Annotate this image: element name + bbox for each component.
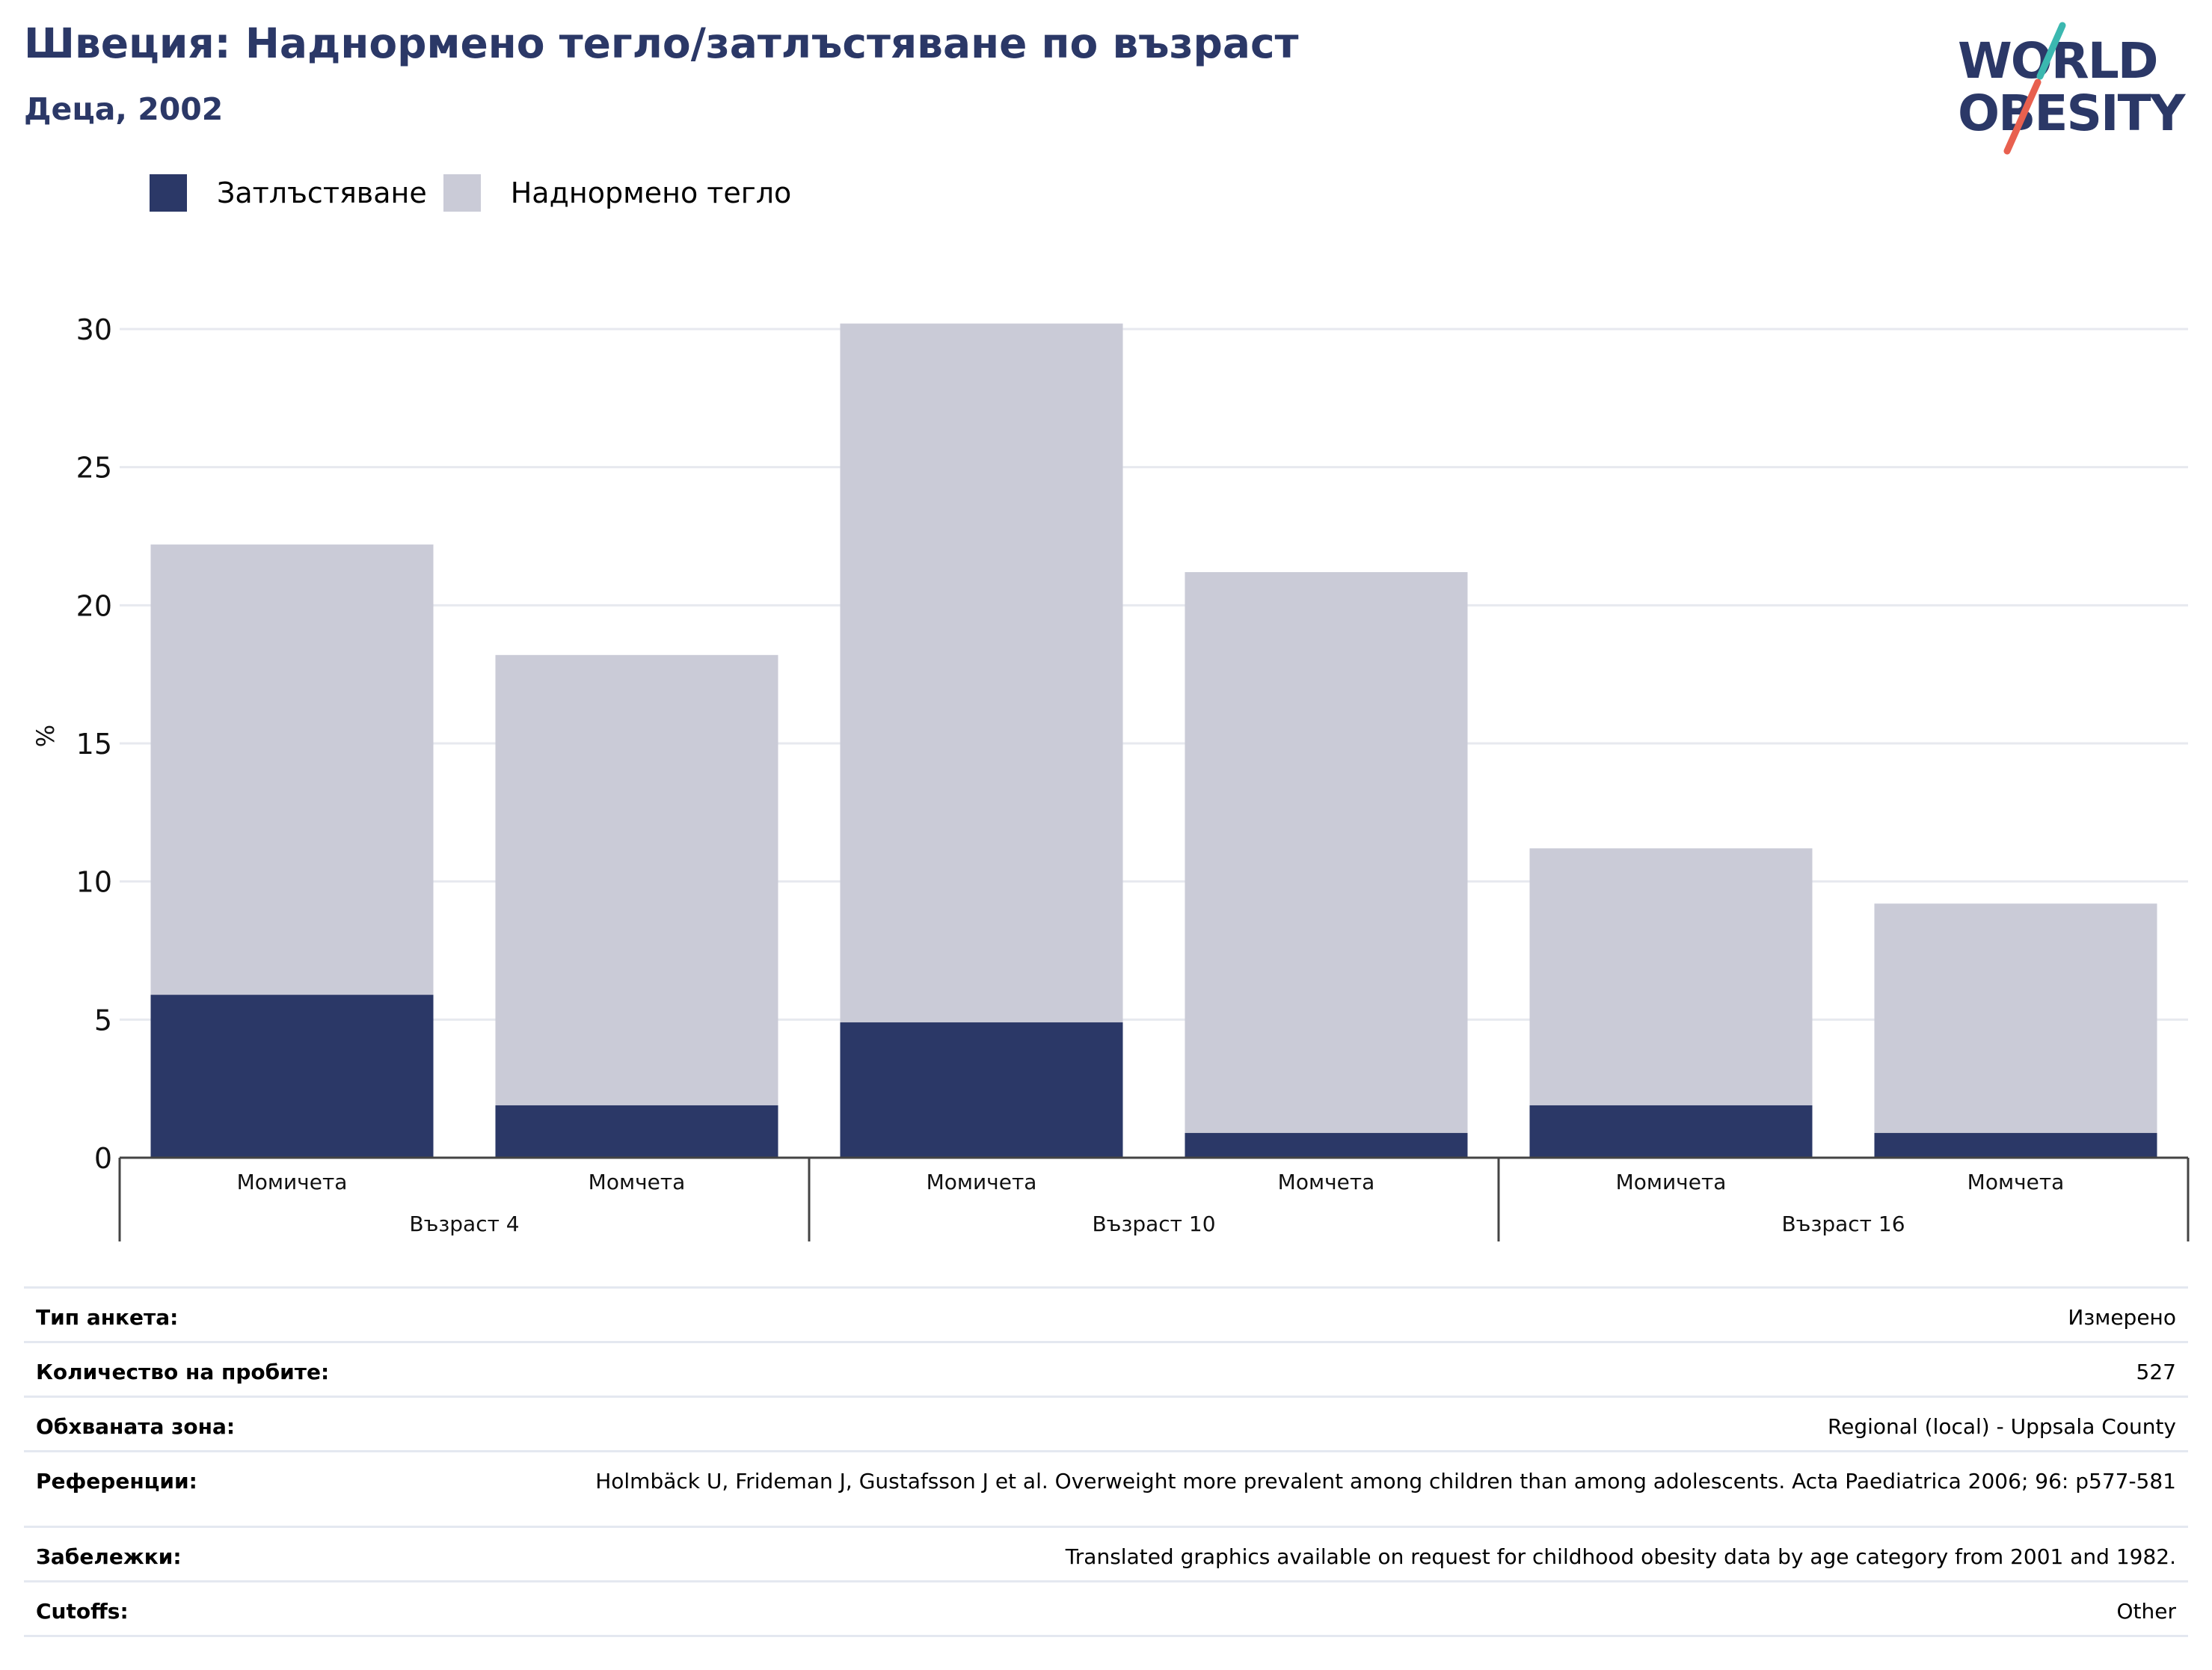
x-group-label: Възраст 4 — [409, 1212, 519, 1236]
info-key: Референции: — [24, 1450, 497, 1527]
bar-obesity — [840, 1022, 1123, 1158]
info-key: Тип анкета: — [24, 1286, 497, 1342]
bar-obesity — [1529, 1105, 1813, 1158]
info-key: Количество на пробите: — [24, 1341, 497, 1397]
y-tick-label: 15 — [76, 728, 112, 761]
info-value: Holmbäck U, Frideman J, Gustafsson J et … — [497, 1450, 2188, 1527]
world-obesity-logo: WORLD OBESITY — [1958, 22, 2188, 155]
x-category-label: Момичета — [927, 1170, 1037, 1194]
y-tick-label: 5 — [94, 1004, 112, 1037]
legend-swatch-overweight — [443, 174, 481, 212]
y-tick-label: 30 — [76, 313, 112, 346]
bar-obesity — [495, 1105, 778, 1158]
y-tick-label: 20 — [76, 589, 112, 622]
survey-info-table: Тип анкета: Измерено Количество на проби… — [24, 1286, 2188, 1637]
info-row: Обхваната зона: Regional (local) - Uppsa… — [24, 1396, 2188, 1452]
bar-overweight — [1185, 572, 1468, 1133]
legend-label-overweight: Наднормено тегло — [510, 176, 792, 209]
stacked-bar-chart: 0 5 10 15 20 25 30% Момичета Момчета Момичета Момч… — [31, 313, 2190, 1241]
info-value: Измерено — [497, 1286, 2188, 1342]
info-value: 527 — [497, 1341, 2188, 1397]
chart-legend: Затлъстяване Наднормено тегло — [150, 171, 808, 215]
info-value: Regional (local) - Uppsala County — [497, 1396, 2188, 1452]
x-group-label: Възраст 10 — [1092, 1212, 1215, 1236]
bar-overweight — [495, 654, 778, 1105]
bar-overweight — [840, 323, 1123, 1023]
info-value: Other — [497, 1580, 2188, 1637]
bar-obesity — [150, 995, 434, 1158]
x-group-label: Възраст 16 — [1781, 1212, 1905, 1236]
logo-slash-bottom — [2003, 79, 2042, 155]
bar-overweight — [150, 544, 434, 995]
logo-slash-top — [2036, 22, 2066, 80]
x-category-label: Момичета — [237, 1170, 348, 1194]
info-row: Cutoffs: Other — [24, 1580, 2188, 1637]
legend-item-obesity[interactable]: Затлъстяване — [150, 174, 427, 212]
info-row: Тип анкета: Измерено — [24, 1286, 2188, 1342]
bar-overweight — [1874, 903, 2157, 1133]
info-key: Обхваната зона: — [24, 1396, 497, 1452]
y-axis-label: % — [31, 725, 60, 747]
y-tick-label: 10 — [76, 866, 112, 899]
y-tick-label: 0 — [94, 1142, 112, 1175]
bar-overweight — [1529, 848, 1813, 1105]
x-category-label: Момчета — [1967, 1170, 2065, 1194]
info-key: Cutoffs: — [24, 1580, 497, 1637]
legend-label-obesity: Затлъстяване — [217, 176, 427, 209]
info-row: Количество на пробите: 527 — [24, 1341, 2188, 1397]
bar-obesity — [1185, 1132, 1468, 1158]
x-category-label: Момчета — [1278, 1170, 1375, 1194]
x-category-label: Момичета — [1616, 1170, 1727, 1194]
bar-obesity — [1874, 1132, 2157, 1158]
info-value: Translated graphics available on request… — [497, 1526, 2188, 1582]
x-category-label: Момчета — [589, 1170, 686, 1194]
info-key: Забележки: — [24, 1526, 497, 1582]
info-row: Референции: Holmbäck U, Frideman J, Gust… — [24, 1450, 2188, 1527]
legend-swatch-obesity — [150, 174, 187, 212]
page-title: Швеция: Наднормено тегло/затлъстяване по… — [24, 19, 1299, 67]
y-tick-label: 25 — [76, 452, 112, 485]
legend-item-overweight[interactable]: Наднормено тегло — [443, 174, 792, 212]
logo-line2: OBESITY — [1958, 85, 2187, 142]
page-subtitle: Деца, 2002 — [24, 91, 224, 127]
info-row: Забележки: Translated graphics available… — [24, 1526, 2188, 1582]
